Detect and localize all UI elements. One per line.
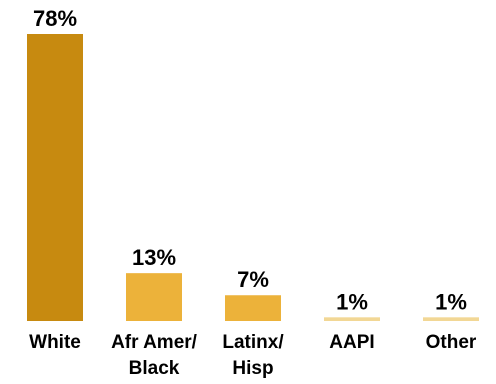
value-label-4: 1% — [435, 289, 467, 314]
bars-group — [27, 34, 479, 321]
value-label-1: 13% — [132, 245, 176, 270]
bar-1 — [126, 273, 182, 321]
category-label-2-line-1: Hisp — [232, 358, 273, 379]
bar-2 — [225, 295, 281, 321]
value-labels-group: 78% 13% 7% 1% 1% — [33, 6, 467, 314]
category-label-1-line-1: Black — [129, 358, 180, 379]
category-label-3: AAPI — [329, 332, 374, 353]
category-label-0: White — [29, 332, 81, 353]
category-label-2-line-0: Latinx/ — [222, 332, 284, 353]
bar-3 — [324, 317, 380, 321]
bar-0 — [27, 34, 83, 321]
category-label-1-line-0: Afr Amer/ — [111, 332, 198, 353]
bar-4 — [423, 317, 479, 321]
category-labels-group: White Afr Amer/Black Latinx/Hisp AAPI Other — [29, 332, 477, 379]
value-label-2: 7% — [237, 267, 269, 292]
category-label-4: Other — [426, 332, 477, 353]
value-label-0: 78% — [33, 6, 77, 31]
value-label-3: 1% — [336, 289, 368, 314]
